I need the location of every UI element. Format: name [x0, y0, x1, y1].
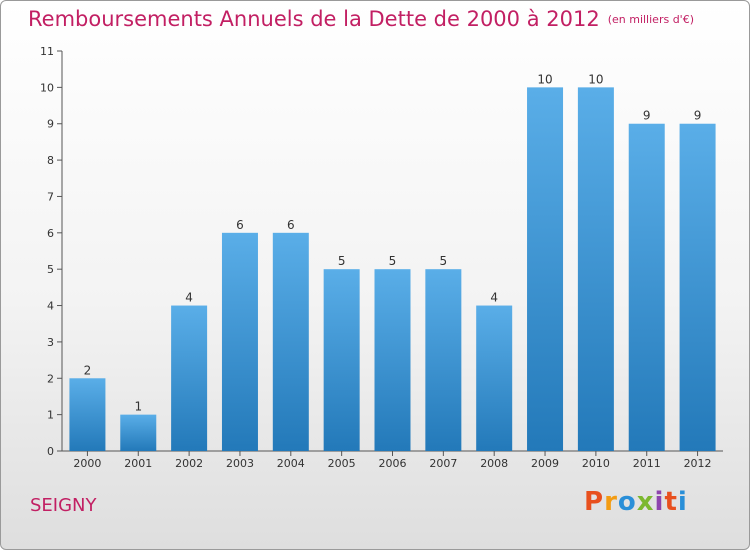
bar-2001 — [120, 414, 157, 451]
logo-letter: t — [664, 487, 678, 517]
bar-2009 — [527, 87, 564, 451]
logo-letter: i — [654, 487, 665, 517]
bar-2004 — [272, 232, 309, 451]
y-tick-label: 4 — [47, 300, 54, 313]
y-tick-label: 9 — [47, 118, 54, 131]
value-label-2003: 6 — [236, 218, 244, 232]
value-label-2009: 10 — [537, 72, 552, 86]
y-tick-label: 7 — [47, 190, 54, 203]
value-label-2012: 9 — [694, 109, 702, 123]
logo-letter: x — [636, 487, 655, 517]
proxiti-logo: Proxiti — [584, 487, 688, 517]
chart-title: Remboursements Annuels de la Dette de 20… — [28, 7, 694, 31]
value-labels: 2 1 4 6 6 5 5 5 4 10 10 9 9 — [84, 72, 702, 413]
x-tick-label: 2003 — [226, 457, 254, 470]
x-tick-label: 2007 — [429, 457, 457, 470]
bar-2003 — [221, 232, 258, 451]
y-tick-label: 3 — [47, 336, 54, 349]
value-label-2008: 4 — [490, 291, 498, 305]
y-tick-label: 8 — [47, 154, 54, 167]
x-tick-label: 2012 — [684, 457, 712, 470]
commune-name: SEIGNY — [30, 495, 97, 516]
value-label-2010: 10 — [588, 72, 603, 86]
value-label-2006: 5 — [389, 254, 397, 268]
logo-letter: o — [617, 487, 637, 517]
value-label-2002: 4 — [185, 291, 193, 305]
chart-unit: (en milliers d'€) — [607, 13, 694, 26]
logo-letter: P — [584, 487, 605, 517]
y-tick-label: 5 — [47, 263, 54, 276]
bar-2008 — [476, 305, 513, 451]
x-tick-label: 2005 — [328, 457, 356, 470]
y-tick-label: 6 — [47, 227, 54, 240]
x-tick-label: 2010 — [582, 457, 610, 470]
bar-2000 — [69, 378, 106, 451]
x-tick-label: 2001 — [124, 457, 152, 470]
value-label-2001: 1 — [134, 400, 142, 414]
y-tick-label: 1 — [47, 409, 54, 422]
bar-2012 — [679, 123, 716, 452]
x-tick-label: 2011 — [633, 457, 661, 470]
value-label-2011: 9 — [643, 109, 651, 123]
bar-2005 — [323, 269, 360, 451]
bars — [69, 87, 716, 452]
x-tick-label: 2002 — [175, 457, 203, 470]
y-tick-label: 10 — [40, 81, 54, 94]
x-tick-label: 2004 — [277, 457, 305, 470]
x-tick-label: 2009 — [531, 457, 559, 470]
bar-2007 — [425, 269, 462, 451]
bar-2011 — [628, 123, 665, 452]
bar-2010 — [577, 87, 614, 451]
y-tick-label: 2 — [47, 372, 54, 385]
value-label-2004: 6 — [287, 218, 295, 232]
axes: 0 1 2 3 4 5 6 7 8 9 10 11 2000 2001 2002 2003 2004 2005 20… — [40, 45, 723, 470]
logo-letter: r — [604, 487, 618, 517]
x-tick-label: 2000 — [73, 457, 101, 470]
y-tick-label: 11 — [40, 45, 54, 58]
value-label-2007: 5 — [440, 254, 448, 268]
value-label-2005: 5 — [338, 254, 346, 268]
value-label-2000: 2 — [84, 363, 92, 377]
bar-2006 — [374, 269, 411, 451]
bar-2002 — [171, 305, 208, 451]
chart-title-text: Remboursements Annuels de la Dette de 20… — [28, 7, 600, 31]
x-tick-label: 2008 — [480, 457, 508, 470]
logo-letter: i — [677, 487, 688, 517]
y-tick-label: 0 — [47, 445, 54, 458]
x-tick-label: 2006 — [379, 457, 407, 470]
